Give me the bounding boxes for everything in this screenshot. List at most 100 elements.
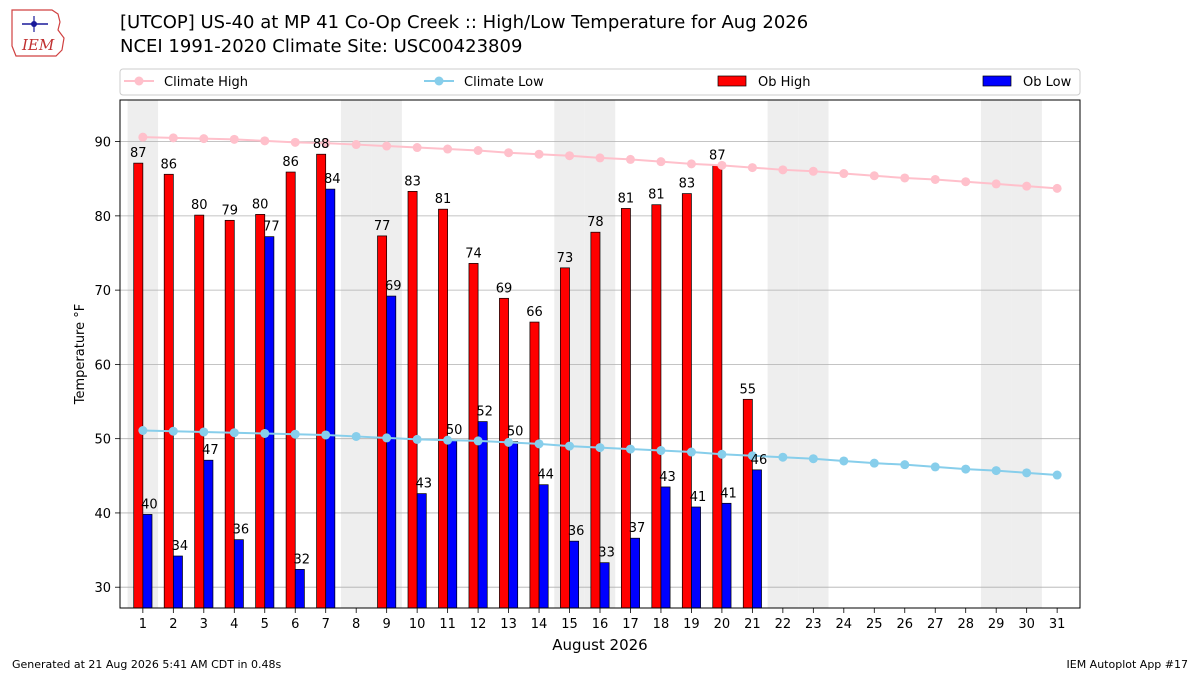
chart-title: [UTCOP] US-40 at MP 41 Co-Op Creek :: Hi… [120, 12, 809, 33]
climate-low-point [534, 439, 544, 449]
ob-low-bar [294, 569, 305, 609]
ob-high-bar [712, 165, 723, 609]
ob-low-label: 44 [537, 468, 554, 483]
weekend-shade [980, 100, 1012, 608]
ob-high-label: 88 [313, 137, 330, 152]
climate-high-point [351, 140, 361, 150]
x-tick-label: 10 [409, 617, 426, 632]
ob-low-label: 84 [324, 172, 341, 187]
climate-low-point [839, 456, 849, 466]
x-tick-label: 11 [439, 617, 456, 632]
climate-high-point [473, 146, 483, 156]
y-tick-label: 40 [94, 507, 111, 522]
ob-low-label: 43 [659, 470, 676, 485]
ob-high-bar [499, 297, 509, 609]
ob-low-bar [325, 188, 336, 609]
ob-high-bar [224, 219, 235, 609]
climate-low-point [199, 427, 209, 437]
climate-high-point [961, 177, 971, 187]
climate-high-point [504, 148, 514, 158]
ob-high-bar [742, 398, 753, 609]
ob-high-bar [468, 263, 479, 609]
ob-high-label: 81 [618, 191, 635, 206]
climate-high-point [260, 136, 270, 146]
x-tick-label: 31 [1049, 617, 1066, 632]
climate-low-point [1022, 468, 1032, 478]
climate-high-point [930, 174, 940, 184]
climate-low-point [1052, 470, 1062, 480]
climate-high-point [290, 137, 300, 147]
x-tick-label: 30 [1018, 617, 1035, 632]
legend-ob-high-label: Ob High [758, 75, 811, 90]
x-tick-label: 25 [866, 617, 883, 632]
climate-low-point [443, 435, 453, 445]
weekend-shade [340, 100, 372, 608]
ob-high-bar [316, 153, 327, 609]
climate-high-point [717, 160, 727, 170]
climate-high-point [869, 171, 879, 181]
ob-low-bar [660, 486, 671, 609]
legend-ob-high-swatch [717, 75, 747, 87]
chart-subtitle: NCEI 1991-2020 Climate Site: USC00423809 [120, 36, 523, 57]
climate-low-point [686, 447, 696, 457]
climate-high-point [168, 133, 178, 143]
weekend-shade [798, 100, 829, 608]
y-tick-label: 60 [94, 358, 111, 373]
climate-high-point [199, 134, 209, 144]
climate-low-point [412, 434, 422, 444]
ob-low-bar [477, 421, 488, 609]
climate-high-point [900, 173, 910, 183]
climate-low-point [869, 458, 879, 468]
climate-high-point [778, 165, 788, 175]
ob-low-label: 46 [751, 453, 768, 468]
x-tick-label: 14 [531, 617, 548, 632]
climate-high-point [839, 169, 849, 179]
legend-ob-low-swatch [982, 75, 1012, 87]
ob-high-label: 80 [191, 198, 208, 213]
ob-low-bar [752, 469, 762, 609]
ob-high-bar [407, 191, 418, 609]
climate-low-point [504, 437, 514, 447]
climate-high-point [1052, 183, 1062, 193]
x-tick-label: 23 [805, 617, 822, 632]
ob-low-label: 34 [172, 539, 189, 554]
ob-high-label: 69 [496, 281, 513, 296]
climate-low-point [961, 464, 971, 474]
ob-low-bar [599, 562, 610, 609]
climate-low-point [778, 452, 788, 462]
ob-high-label: 78 [587, 215, 604, 230]
legend-climate-low-label: Climate Low [464, 75, 544, 90]
ob-low-bar [447, 439, 458, 609]
legend-climate-high-label: Climate High [164, 75, 248, 90]
climate-low-point [290, 429, 300, 439]
climate-low-point [808, 454, 818, 464]
ob-low-bar [508, 441, 519, 609]
ob-high-label: 80 [252, 197, 269, 212]
x-tick-label: 19 [683, 617, 700, 632]
x-tick-label: 26 [896, 617, 913, 632]
y-axis-label: Temperature °F [73, 304, 88, 405]
ob-low-bar [538, 484, 549, 609]
x-tick-label: 24 [836, 617, 853, 632]
climate-high-point [412, 143, 422, 153]
climate-low-point [595, 443, 605, 453]
ob-low-label: 33 [598, 546, 615, 561]
ob-low-label: 32 [294, 552, 311, 567]
ob-low-label: 36 [568, 524, 585, 539]
ob-low-bar [203, 459, 214, 609]
legend-climate-low-marker [434, 76, 444, 86]
ob-low-label: 40 [141, 497, 158, 512]
climate-low-point [747, 451, 757, 461]
x-tick-label: 6 [291, 617, 299, 632]
ob-high-label: 83 [404, 174, 421, 189]
ob-high-bar [255, 214, 266, 609]
svg-text:IEM: IEM [21, 36, 55, 54]
climate-low-point [321, 430, 331, 440]
climate-low-point [565, 441, 575, 451]
climate-low-point [138, 425, 148, 435]
ob-high-bar [651, 204, 662, 609]
ob-low-label: 37 [629, 521, 646, 536]
x-tick-label: 9 [383, 617, 391, 632]
ob-low-bar [691, 506, 701, 609]
ob-high-label: 77 [374, 219, 391, 234]
